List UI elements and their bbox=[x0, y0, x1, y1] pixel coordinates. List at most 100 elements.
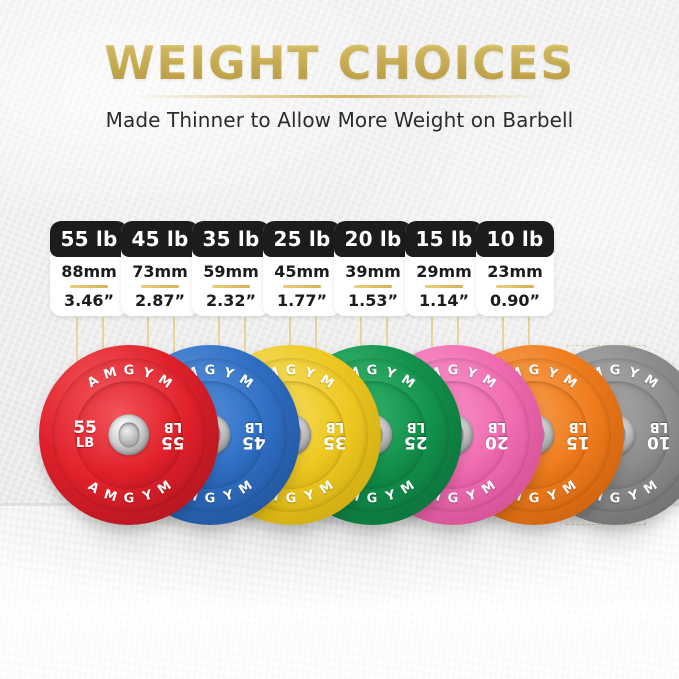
brand-letter: Y bbox=[221, 487, 236, 505]
spec-divider bbox=[425, 284, 463, 288]
spec-thickness-block: 59mm 2.32” bbox=[192, 257, 270, 317]
plate-weight-unit: LB bbox=[406, 419, 426, 434]
spec-thickness-inch: 2.32” bbox=[206, 290, 256, 310]
brand-letter: G bbox=[285, 363, 297, 379]
plate-weight-unit: LB bbox=[325, 419, 345, 434]
plate-weight-number: 10 bbox=[647, 432, 671, 452]
spec-weight-label: 55 lb bbox=[50, 221, 128, 257]
spec-thickness-mm: 29mm bbox=[416, 262, 472, 281]
page-title: WEIGHT CHOICES bbox=[0, 0, 679, 86]
brand-letter: A bbox=[84, 478, 102, 498]
plate-weight-number: 45 bbox=[242, 432, 266, 452]
plate-weight-unit: LB bbox=[568, 419, 588, 434]
brand-letter: G bbox=[204, 363, 216, 379]
spec-thickness-inch: 3.46” bbox=[64, 290, 114, 310]
brand-letter: M bbox=[641, 478, 661, 498]
plate-weight-unit: LB bbox=[244, 419, 264, 434]
leader-line bbox=[244, 317, 246, 381]
spec-thickness-block: 23mm 0.90” bbox=[476, 257, 554, 317]
plate-weight-unit: LB bbox=[649, 419, 669, 434]
brand-letter: G bbox=[366, 491, 378, 507]
brand-letter: G bbox=[204, 491, 216, 507]
brand-letter: M bbox=[101, 487, 119, 506]
spec-thickness-mm: 88mm bbox=[61, 262, 117, 281]
brand-letter: M bbox=[398, 478, 418, 498]
spec-thickness-inch: 1.53” bbox=[348, 290, 398, 310]
spec-thickness-inch: 1.77” bbox=[277, 290, 327, 310]
brand-letter: Y bbox=[302, 487, 317, 505]
spec-card-15-lb: 15 lb 29mm 1.14” bbox=[405, 221, 483, 317]
spec-thickness-mm: 23mm bbox=[487, 262, 543, 281]
brand-letter: G bbox=[528, 491, 540, 507]
spec-weight-label: 15 lb bbox=[405, 221, 483, 257]
spec-thickness-block: 29mm 1.14” bbox=[405, 257, 483, 317]
brand-letter: G bbox=[366, 363, 378, 379]
brand-letter: Y bbox=[545, 487, 560, 505]
spec-divider bbox=[283, 284, 321, 288]
plate-weight-unit: LB bbox=[75, 436, 95, 451]
spec-thickness-block: 39mm 1.53” bbox=[334, 257, 412, 317]
spec-card-10-lb: 10 lb 23mm 0.90” bbox=[476, 221, 554, 317]
spec-card-35-lb: 35 lb 59mm 2.32” bbox=[192, 221, 270, 317]
spec-card-20-lb: 20 lb 39mm 1.53” bbox=[334, 221, 412, 317]
plate-steel-hub bbox=[108, 414, 150, 456]
brand-letter: G bbox=[285, 491, 297, 507]
plate-weight-label: 55 LB bbox=[161, 419, 185, 452]
floor-background bbox=[0, 506, 679, 679]
plate-weight-number: 55 bbox=[73, 418, 97, 438]
spec-weight-label: 10 lb bbox=[476, 221, 554, 257]
spec-thickness-block: 88mm 3.46” bbox=[50, 257, 128, 317]
spec-thickness-mm: 45mm bbox=[274, 262, 330, 281]
brand-letter: G bbox=[609, 491, 621, 507]
brand-letter: Y bbox=[464, 487, 479, 505]
spec-card-25-lb: 25 lb 45mm 1.77” bbox=[263, 221, 341, 317]
brand-letter: G bbox=[123, 363, 135, 379]
spec-weight-label: 35 lb bbox=[192, 221, 270, 257]
spec-thickness-block: 45mm 1.77” bbox=[263, 257, 341, 317]
plate-weight-number: 55 bbox=[161, 432, 185, 452]
spec-thickness-inch: 0.90” bbox=[490, 290, 540, 310]
spec-thickness-inch: 2.87” bbox=[135, 290, 185, 310]
leader-line bbox=[173, 317, 175, 381]
spec-divider bbox=[141, 284, 179, 288]
spec-card-55-lb: 55 lb 88mm 3.46” bbox=[50, 221, 128, 317]
plate-weight-number: 25 bbox=[404, 432, 428, 452]
spec-divider bbox=[70, 284, 108, 288]
spec-thickness-mm: 59mm bbox=[203, 262, 259, 281]
leader-line bbox=[502, 317, 504, 379]
spec-weight-label: 25 lb bbox=[263, 221, 341, 257]
brand-letter: M bbox=[236, 478, 256, 498]
brand-letter: M bbox=[317, 478, 337, 498]
plate-weight-unit: LB bbox=[487, 419, 507, 434]
spec-divider bbox=[354, 284, 392, 288]
header: WEIGHT CHOICES Made Thinner to Allow Mor… bbox=[0, 0, 679, 132]
spec-thickness-mm: 39mm bbox=[345, 262, 401, 281]
plate-weight-number: 20 bbox=[485, 432, 509, 452]
plate-weight-number: 35 bbox=[323, 432, 347, 452]
spec-weight-label: 20 lb bbox=[334, 221, 412, 257]
brand-letter: M bbox=[479, 478, 499, 498]
spec-thickness-mm: 73mm bbox=[132, 262, 188, 281]
spec-weight-label: 45 lb bbox=[121, 221, 199, 257]
brand-letter: Y bbox=[140, 487, 155, 505]
spec-card-45-lb: 45 lb 73mm 2.87” bbox=[121, 221, 199, 317]
plate-weight-unit: LB bbox=[163, 419, 183, 434]
brand-letter: Y bbox=[626, 487, 641, 505]
